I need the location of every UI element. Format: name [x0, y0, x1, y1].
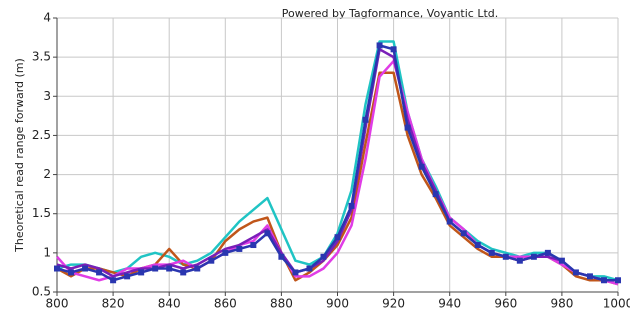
- point-marker: [586, 273, 593, 280]
- point-marker: [110, 277, 117, 284]
- point-marker: [250, 242, 257, 249]
- y-tick-label: 4: [43, 11, 51, 25]
- point-marker: [516, 257, 523, 264]
- point-marker: [446, 218, 453, 225]
- series-line: [56, 59, 619, 286]
- point-marker: [320, 253, 327, 260]
- point-marker: [474, 242, 481, 249]
- point-marker: [558, 257, 565, 264]
- y-tick-label: 3: [43, 89, 51, 103]
- point-marker: [432, 191, 439, 198]
- y-tick-label: 0.5: [32, 285, 51, 299]
- point-marker: [348, 202, 355, 209]
- point-marker: [208, 257, 215, 264]
- y-tick-label: 1.5: [32, 206, 51, 220]
- point-marker: [194, 265, 201, 272]
- point-marker: [544, 249, 551, 256]
- point-marker: [152, 265, 159, 272]
- point-marker: [82, 265, 89, 272]
- x-tick-label: 880: [270, 297, 293, 311]
- x-tick-label: 980: [550, 297, 573, 311]
- point-marker: [166, 265, 173, 272]
- point-marker: [502, 253, 509, 260]
- point-marker: [334, 234, 341, 241]
- point-marker: [488, 249, 495, 256]
- point-marker: [460, 230, 467, 237]
- point-marker: [96, 269, 103, 276]
- point-marker: [306, 265, 313, 272]
- x-tick-label: 800: [46, 297, 69, 311]
- x-tick-label: 860: [214, 297, 237, 311]
- x-tick-label: 1000: [603, 297, 630, 311]
- annotation: Powered by Tagformance, Voyantic Ltd.: [282, 7, 499, 20]
- y-tick-label: 1: [43, 245, 51, 259]
- point-marker: [362, 116, 369, 123]
- point-marker: [530, 253, 537, 260]
- point-marker: [222, 249, 229, 256]
- y-tick-label: 2.5: [32, 128, 51, 142]
- point-marker: [615, 277, 621, 284]
- y-tick-label: 2: [43, 167, 51, 181]
- point-marker: [390, 46, 397, 53]
- x-tick-label: 900: [326, 297, 349, 311]
- point-marker: [264, 230, 271, 237]
- point-marker: [572, 269, 579, 276]
- point-marker: [376, 42, 383, 49]
- point-marker: [278, 253, 285, 260]
- x-tick-label: 920: [382, 297, 405, 311]
- y-axis-label: Theoretical read range forward (m): [13, 58, 26, 253]
- point-marker: [292, 269, 299, 276]
- point-marker: [54, 265, 60, 272]
- point-marker: [600, 277, 607, 284]
- point-marker: [404, 124, 411, 131]
- x-tick-label: 820: [102, 297, 125, 311]
- x-tick-label: 840: [158, 297, 181, 311]
- point-marker: [236, 245, 243, 252]
- point-marker: [138, 269, 145, 276]
- point-marker: [418, 163, 425, 170]
- point-marker: [124, 273, 131, 280]
- point-marker: [68, 269, 75, 276]
- series-line: [56, 40, 619, 282]
- point-marker: [180, 269, 187, 276]
- x-tick-label: 940: [438, 297, 461, 311]
- y-tick-label: 3.5: [32, 50, 51, 64]
- x-tick-label: 960: [494, 297, 517, 311]
